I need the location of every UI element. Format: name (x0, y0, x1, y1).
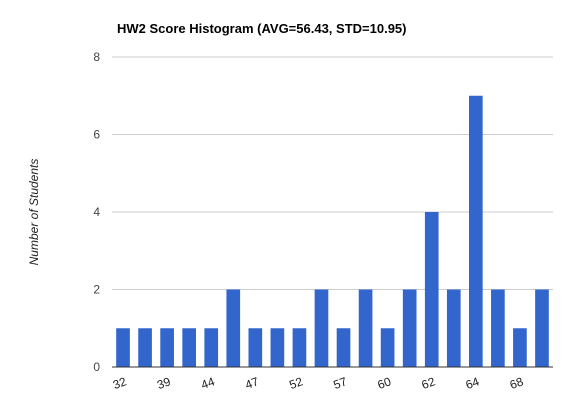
bar (491, 289, 505, 367)
bar (182, 328, 197, 367)
y-tick-label: 4 (93, 205, 100, 219)
bar (248, 328, 263, 367)
bar (116, 328, 130, 367)
y-tick-label: 6 (93, 128, 100, 142)
x-tick-label: 44 (199, 374, 217, 392)
x-tick-label: 39 (155, 374, 173, 392)
y-tick-label: 2 (93, 283, 100, 297)
y-tick-label: 8 (93, 50, 100, 64)
x-tick-label: 62 (420, 374, 438, 392)
x-tick-label: 32 (111, 374, 129, 392)
bar (402, 289, 417, 367)
bar (535, 289, 549, 367)
x-tick-label: 68 (508, 374, 526, 392)
x-tick-label: 52 (287, 374, 305, 392)
gridlines (112, 56, 553, 290)
bar (292, 328, 307, 367)
bar (513, 328, 527, 367)
bar (336, 328, 351, 367)
chart-title: HW2 Score Histogram (AVG=56.43, STD=10.9… (117, 21, 406, 36)
bar (424, 212, 439, 367)
bar (160, 328, 174, 367)
bar (314, 289, 329, 367)
bar (226, 289, 241, 367)
bar (358, 289, 373, 367)
bar (446, 289, 461, 367)
bar (380, 328, 395, 367)
bar (270, 328, 285, 367)
x-tick-label: 60 (376, 374, 394, 392)
bar (204, 328, 219, 367)
y-tick-labels: 0 2 4 6 8 (93, 50, 100, 374)
x-tick-label: 47 (243, 374, 261, 392)
bar (468, 95, 483, 367)
bars (116, 95, 549, 367)
x-tick-label: 64 (464, 374, 482, 392)
x-tick-label: 57 (331, 374, 349, 392)
y-axis-label: Number of Students (27, 159, 41, 266)
bar (138, 328, 152, 367)
y-tick-label: 0 (93, 360, 100, 374)
x-tick-labels: 32 39 44 47 52 57 60 62 64 68 (111, 374, 526, 392)
